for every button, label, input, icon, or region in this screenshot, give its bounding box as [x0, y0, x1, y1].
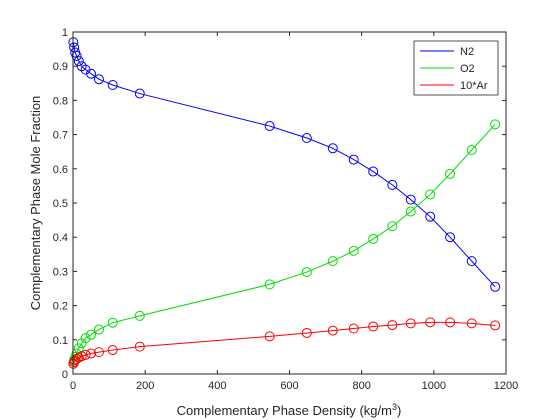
- data-point-1: [327, 256, 338, 267]
- legend-label: N2: [460, 46, 474, 58]
- y-axis-label: Complementary Phase Mole Fraction: [28, 96, 43, 311]
- data-point-1: [368, 233, 379, 244]
- x-tick-label: 0: [70, 380, 76, 392]
- y-tick-label: 0.7: [53, 130, 68, 142]
- data-point-1: [76, 338, 87, 349]
- data-point-2: [348, 323, 359, 334]
- data-point-0: [387, 179, 398, 190]
- y-axis-ticks: 0 0.1 0.2 0.3 0.4 0.5 0.6 0.7 0.8 0.9 1: [53, 27, 506, 381]
- data-point-1: [387, 221, 398, 232]
- x-tick-label: 600: [280, 380, 298, 392]
- data-point-2: [425, 317, 436, 328]
- y-tick-label: 0.1: [53, 335, 68, 347]
- data-point-1: [264, 279, 275, 290]
- data-point-0: [134, 88, 145, 99]
- data-point-0: [93, 74, 104, 85]
- y-tick-label: 0.8: [53, 95, 68, 107]
- data-point-1: [134, 310, 145, 321]
- y-tick-label: 1: [62, 27, 68, 39]
- data-point-1: [93, 324, 104, 335]
- data-point-2: [466, 318, 477, 329]
- data-point-0: [425, 211, 436, 222]
- y-tick-label: 0.3: [53, 266, 68, 278]
- data-point-0: [71, 50, 82, 61]
- x-axis-label-suffix: ): [397, 403, 401, 418]
- data-point-0: [445, 232, 456, 243]
- series-line-0: [72, 42, 496, 288]
- data-point-0: [405, 194, 416, 205]
- data-point-2: [86, 348, 97, 359]
- legend-label: 10*Ar: [460, 80, 488, 92]
- x-tick-label: 200: [136, 380, 154, 392]
- legend: N2 O2 10*Ar: [413, 40, 499, 96]
- data-point-0: [301, 133, 312, 144]
- data-point-1: [107, 317, 118, 328]
- data-point-1: [348, 245, 359, 256]
- data-point-2: [368, 321, 379, 332]
- data-point-2: [490, 320, 501, 331]
- data-point-0: [73, 56, 84, 67]
- data-point-0: [264, 121, 275, 132]
- data-point-1: [425, 189, 436, 200]
- data-point-0: [466, 256, 477, 267]
- data-point-2: [134, 341, 145, 352]
- data-point-0: [327, 143, 338, 154]
- data-point-1: [466, 144, 477, 155]
- y-tick-label: 0.2: [53, 301, 68, 313]
- data-point-2: [264, 331, 275, 342]
- legend-label: O2: [460, 63, 475, 75]
- data-point-2: [71, 353, 82, 364]
- x-axis-ticks: 0 200 400 600 800 1000 1200: [70, 32, 518, 392]
- y-tick-label: 0.5: [53, 198, 68, 210]
- data-point-1: [445, 168, 456, 179]
- series-line-1: [72, 124, 496, 364]
- x-axis-label-superscript: 3: [392, 402, 397, 412]
- data-point-2: [76, 351, 87, 362]
- y-tick-label: 0.6: [53, 164, 68, 176]
- x-tick-label: 400: [208, 380, 226, 392]
- data-point-2: [405, 318, 416, 329]
- data-point-0: [348, 154, 359, 165]
- x-axis-label: Complementary Phase Density (kg/m3): [177, 402, 402, 418]
- data-point-2: [327, 325, 338, 336]
- data-point-0: [490, 281, 501, 292]
- data-point-0: [86, 68, 97, 79]
- x-tick-label: 1200: [494, 380, 518, 392]
- data-point-1: [301, 267, 312, 278]
- data-point-0: [368, 166, 379, 177]
- series-markers: [68, 37, 501, 369]
- data-point-2: [93, 347, 104, 358]
- data-point-2: [80, 349, 91, 360]
- y-tick-label: 0: [62, 369, 68, 381]
- data-point-1: [80, 333, 91, 344]
- y-tick-label: 0.4: [53, 232, 68, 244]
- data-point-1: [490, 119, 501, 130]
- x-tick-label: 800: [352, 380, 370, 392]
- data-point-1: [86, 329, 97, 340]
- data-point-2: [107, 345, 118, 356]
- x-tick-label: 1000: [422, 380, 446, 392]
- data-point-1: [405, 206, 416, 217]
- data-point-0: [107, 80, 118, 91]
- data-point-2: [445, 317, 456, 328]
- data-point-2: [387, 320, 398, 331]
- data-point-2: [301, 327, 312, 338]
- y-tick-label: 0.9: [53, 61, 68, 73]
